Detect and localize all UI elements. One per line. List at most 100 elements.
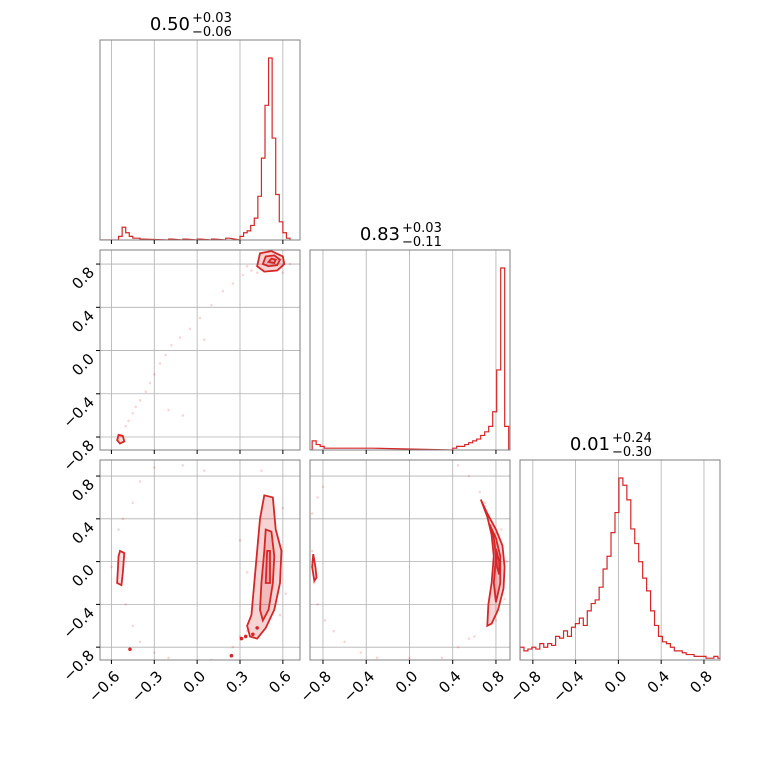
scatter-point [478, 490, 482, 494]
scatter-point [131, 411, 135, 415]
joint-panel-2-background [310, 460, 510, 660]
joint-panel-2-content [310, 464, 509, 665]
scatter-point [278, 613, 282, 617]
joint-panel-0-frame [99, 249, 301, 451]
scatter-point [121, 517, 125, 521]
scatter-point [152, 651, 156, 654]
scatter-point [467, 637, 471, 640]
scatter-point [456, 464, 460, 467]
scatter-point [148, 381, 152, 385]
hist-panel-1 [310, 250, 510, 450]
x-tick-label: 0.8 [478, 667, 508, 697]
scatter-point [158, 362, 162, 365]
hist-panel-0-frame [99, 39, 301, 241]
scatter-point [440, 656, 444, 660]
joint-panel-0-content [116, 250, 292, 445]
scatter-point [494, 619, 498, 622]
x-tick-label: 0.8 [686, 667, 716, 697]
contour-level [256, 250, 286, 273]
x-tick-label: −0.8 [506, 667, 544, 705]
scatter-point [221, 289, 225, 293]
scatter-point [503, 597, 506, 601]
x-tick-label: 0.4 [435, 667, 465, 697]
scatter-point [332, 629, 336, 633]
joint-panel-1-frame [99, 459, 301, 661]
scatter-point [483, 501, 487, 505]
panel-title-1: 0.83 +0.03−0.11 [360, 221, 442, 250]
y-tick-label: 0.0 [68, 350, 98, 380]
scatter-point [110, 565, 113, 569]
contour-level [311, 553, 318, 584]
x-tick-label: −0.3 [128, 667, 166, 705]
y-tick-label: −0.8 [60, 646, 98, 684]
scatter-point [182, 662, 185, 665]
scatter-point [288, 262, 292, 266]
scatter-point [419, 661, 422, 664]
scatter-point [316, 496, 319, 499]
x-tick-label: 0.3 [222, 667, 252, 697]
scatter-point [181, 464, 185, 467]
scatter-point [138, 480, 142, 483]
title-minus: −0.11 [402, 235, 442, 250]
scatter-point [323, 619, 327, 622]
contour-level [116, 433, 126, 445]
scatter-point [238, 538, 242, 542]
scatter-point [260, 469, 263, 472]
scatter-point [138, 640, 142, 644]
y-tick-label: −0.4 [60, 604, 98, 642]
title-minus: −0.06 [192, 25, 232, 40]
title-value: 0.83 [360, 224, 400, 245]
hist-panel-0-step-line [100, 57, 291, 240]
scatter-point [284, 592, 288, 595]
highlight-point [229, 653, 234, 658]
scatter-point [310, 512, 314, 515]
scatter-point [408, 656, 411, 660]
panel-title-0: 0.50 +0.03−0.06 [150, 11, 232, 40]
scatter-point [231, 645, 235, 649]
joint-panel-1-content [110, 464, 288, 665]
scatter-point [188, 327, 192, 331]
scatter-point [178, 336, 182, 339]
scatter-point [181, 414, 185, 417]
hist-panel-2-step-line [520, 477, 720, 660]
scatter-point [210, 303, 213, 307]
y-tick-label: −0.8 [60, 436, 98, 474]
contour-level [495, 548, 501, 575]
title-plus: +0.03 [192, 11, 232, 26]
scatter-point [397, 662, 400, 665]
x-tick-label: −0.4 [340, 667, 378, 705]
contour-level [264, 550, 271, 584]
scatter-point [316, 603, 319, 606]
scatter-point [245, 570, 249, 574]
scatter-point [202, 469, 206, 472]
scatter-point [152, 466, 156, 469]
scatter-point [500, 528, 503, 531]
scatter-point [310, 549, 314, 553]
joint-panel-0 [100, 250, 300, 450]
scatter-point [321, 485, 325, 489]
hist-panel-0-background [100, 40, 300, 240]
scatter-point [281, 506, 285, 510]
scatter-point [167, 408, 170, 412]
joint-panel-2 [310, 460, 510, 660]
x-tick-label: 0.0 [180, 667, 210, 697]
hist-panel-1-frame [309, 249, 511, 451]
scatter-point [152, 373, 156, 376]
scatter-point [124, 603, 128, 606]
scatter-point [343, 640, 346, 644]
y-tick-label: 0.8 [68, 263, 98, 293]
scatter-point [359, 651, 363, 654]
highlight-point [243, 634, 248, 639]
contour-level [246, 494, 283, 640]
scatter-point [505, 560, 509, 563]
contour-level [266, 257, 277, 264]
scatter-point [134, 405, 138, 409]
scatter-point [250, 269, 253, 272]
scatter-point [241, 273, 245, 277]
scatter-point [245, 264, 249, 268]
x-tick-label: 0.4 [644, 667, 674, 697]
x-tick-label: 0.0 [601, 667, 631, 697]
scatter-point [124, 424, 128, 428]
scatter-point [131, 501, 135, 505]
